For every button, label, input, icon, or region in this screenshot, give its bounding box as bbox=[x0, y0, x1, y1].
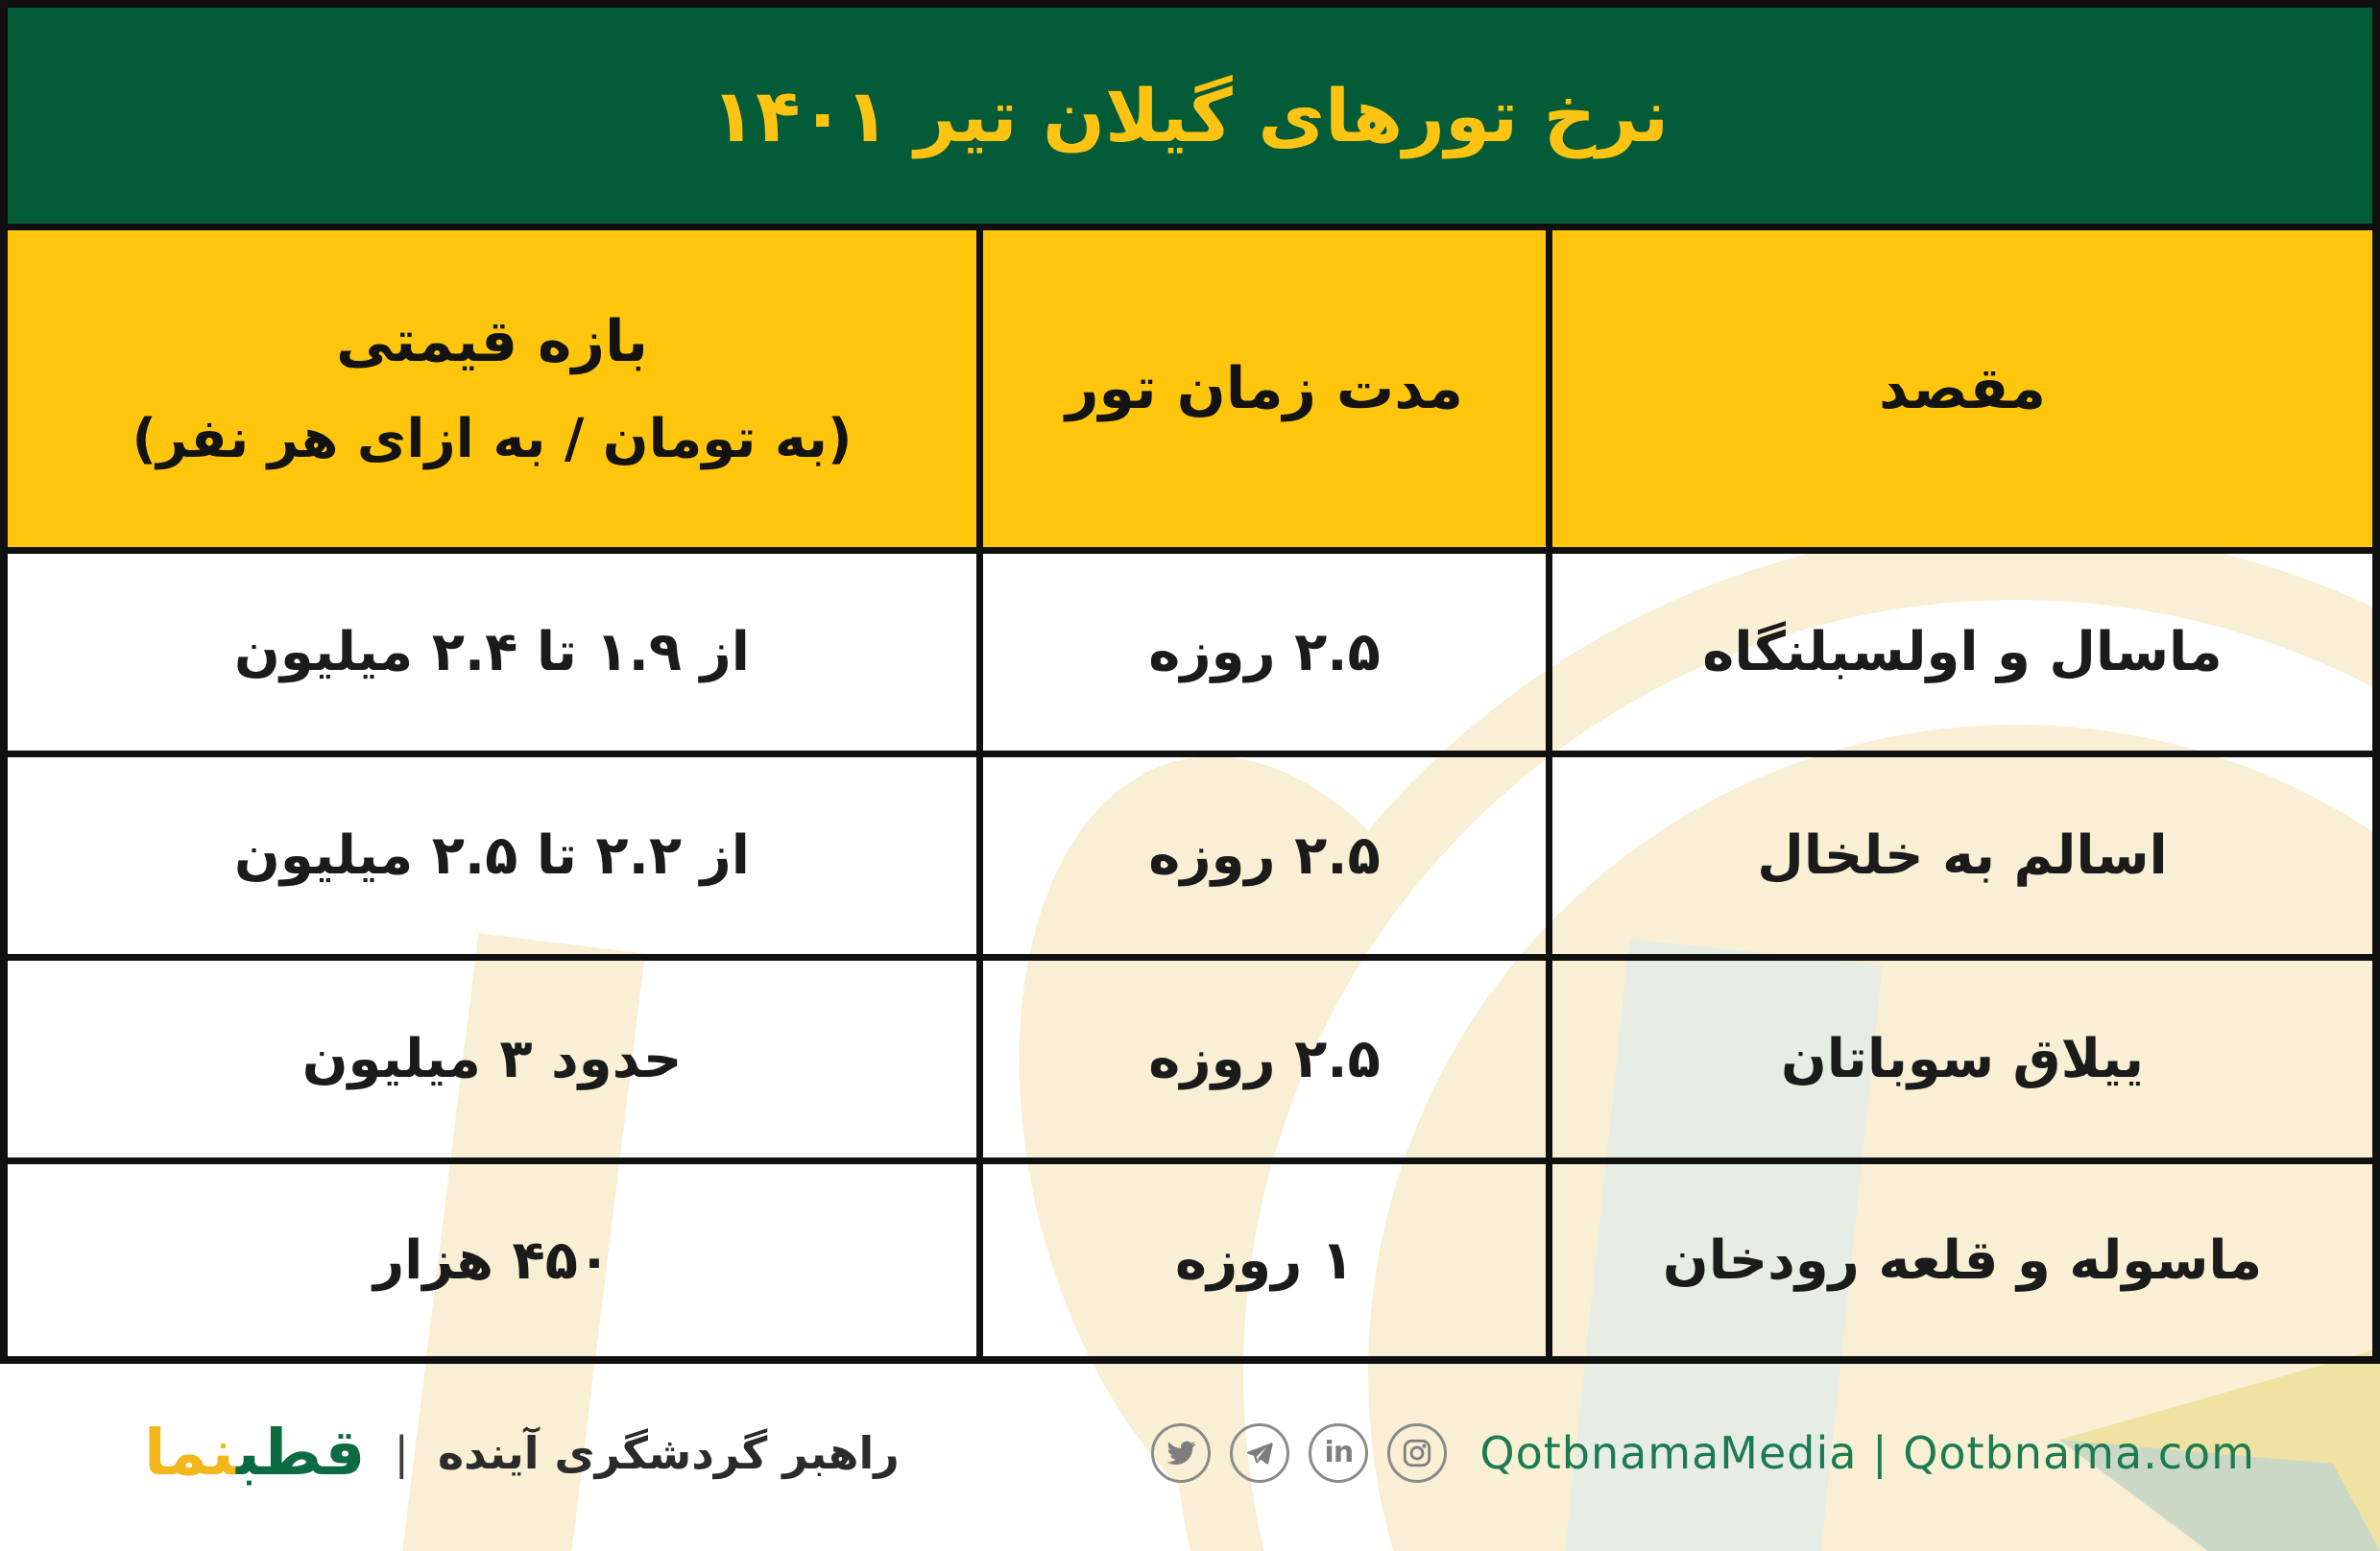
logo-text-green: قطب bbox=[235, 1416, 366, 1490]
column-header-duration: مدت زمان تور bbox=[976, 230, 1546, 547]
price-table: نرخ تورهای گیلان تیر ۱۴۰۱ مقصد مدت زمان … bbox=[0, 0, 2380, 1364]
destination-cell: ماسوله و قلعه رودخان bbox=[1546, 1164, 2372, 1356]
table-row: اسالم به خلخال ۲.۵ روزه از ۲.۲ تا ۲.۵ می… bbox=[8, 757, 2372, 961]
column-header-price-line1: بازه قیمتی bbox=[335, 307, 649, 375]
column-header-price-line2: (به تومان / به ازای هر نفر) bbox=[132, 407, 853, 470]
brand-lockup: قطبنما | راهبر گردشگری آینده bbox=[144, 1416, 900, 1490]
footer: قطبنما | راهبر گردشگری آینده in bbox=[0, 1364, 2380, 1551]
brand-tagline: راهبر گردشگری آینده bbox=[437, 1426, 900, 1479]
table-header-row: مقصد مدت زمان تور بازه قیمتی (به تومان /… bbox=[8, 230, 2372, 554]
twitter-icon bbox=[1151, 1422, 1212, 1483]
social-row: in QotbnamaMedia | Qotbnama.com bbox=[1151, 1422, 2255, 1483]
instagram-icon bbox=[1387, 1422, 1448, 1483]
table-title: نرخ تورهای گیلان تیر ۱۴۰۱ bbox=[710, 73, 1670, 158]
linkedin-icon: in bbox=[1309, 1422, 1369, 1483]
telegram-icon bbox=[1230, 1422, 1290, 1483]
footer-divider: | bbox=[394, 1426, 409, 1479]
price-cell: از ۲.۲ تا ۲.۵ میلیون bbox=[234, 824, 750, 887]
duration-cell: ۲.۵ روزه bbox=[976, 961, 1546, 1157]
column-header-price: بازه قیمتی (به تومان / به ازای هر نفر) bbox=[8, 230, 976, 547]
price-cell: از ۱.۹ تا ۲.۴ میلیون bbox=[234, 621, 750, 683]
duration-cell: ۲.۵ روزه bbox=[976, 757, 1546, 954]
table-row: ماسال و اولسبلنگاه ۲.۵ روزه از ۱.۹ تا ۲.… bbox=[8, 554, 2372, 757]
table-row: ییلاق سوباتان ۲.۵ روزه حدود ۳ میلیون bbox=[8, 961, 2372, 1164]
column-header-destination-label: مقصد bbox=[1878, 355, 2047, 422]
destination-cell: ماسال و اولسبلنگاه bbox=[1546, 554, 2372, 751]
destination-cell: اسالم به خلخال bbox=[1546, 757, 2372, 954]
column-header-destination: مقصد bbox=[1546, 230, 2372, 547]
price-cell: حدود ۳ میلیون bbox=[301, 1028, 683, 1090]
social-handles-text: QotbnamaMedia | Qotbnama.com bbox=[1479, 1426, 2255, 1479]
logo-text-yellow: نما bbox=[144, 1416, 236, 1490]
column-header-duration-label: مدت زمان تور bbox=[1066, 355, 1463, 422]
table-title-bar: نرخ تورهای گیلان تیر ۱۴۰۱ bbox=[8, 8, 2372, 230]
table-row: ماسوله و قلعه رودخان ۱ روزه ۴۵۰ هزار bbox=[8, 1164, 2372, 1356]
destination-cell: ییلاق سوباتان bbox=[1546, 961, 2372, 1157]
price-cell: ۴۵۰ هزار bbox=[373, 1229, 612, 1292]
duration-cell: ۱ روزه bbox=[976, 1164, 1546, 1356]
qotbnama-logo: قطبنما bbox=[144, 1416, 365, 1490]
duration-cell: ۲.۵ روزه bbox=[976, 554, 1546, 751]
